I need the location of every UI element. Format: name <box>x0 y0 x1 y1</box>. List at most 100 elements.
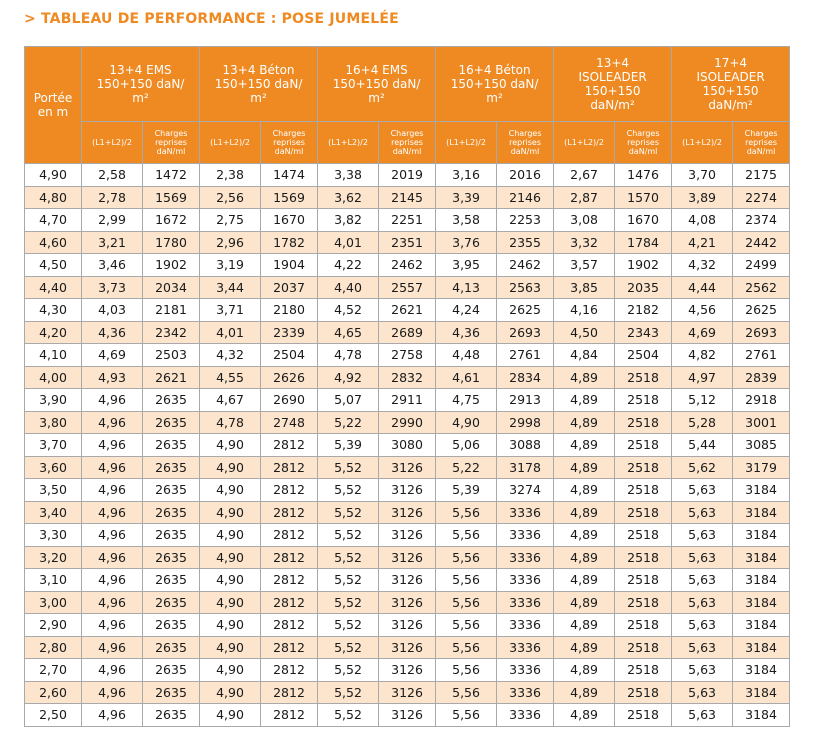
length-subheader: (L1+L2)/2 <box>553 121 616 164</box>
load-cell: 3184 <box>732 590 791 614</box>
group-header-line: 150+150 daN/ <box>96 77 185 91</box>
length-cell: 4,90 <box>199 658 262 682</box>
load-cell: 2998 <box>496 410 555 434</box>
length-cell: 3,39 <box>435 185 498 209</box>
length-cell: 4,89 <box>553 680 616 704</box>
load-cell: 2693 <box>496 320 555 344</box>
span-cell: 4,40 <box>24 275 82 299</box>
load-subheader-line: daN/ml <box>156 147 186 156</box>
group-header-line: daN/m² <box>708 98 753 112</box>
load-subheader-line: reprises <box>155 138 187 147</box>
load-cell: 2442 <box>732 230 791 254</box>
span-cell: 4,80 <box>24 185 82 209</box>
span-cell: 4,00 <box>24 365 82 389</box>
length-cell: 4,50 <box>553 320 616 344</box>
load-subheader-line: Charges <box>508 129 542 138</box>
load-cell: 1784 <box>614 230 673 254</box>
load-subheader-line: daN/ml <box>746 147 776 156</box>
load-cell: 2990 <box>378 410 437 434</box>
load-cell: 2635 <box>141 680 201 704</box>
load-cell: 3126 <box>378 478 437 502</box>
length-cell: 5,62 <box>671 455 734 479</box>
length-cell: 2,75 <box>199 208 262 232</box>
length-cell: 5,06 <box>435 433 498 457</box>
length-cell: 4,90 <box>199 680 262 704</box>
length-cell: 3,73 <box>81 275 143 299</box>
load-cell: 2557 <box>378 275 437 299</box>
length-cell: 4,96 <box>81 523 143 547</box>
load-cell: 2274 <box>732 185 791 209</box>
load-cell: 2812 <box>260 590 319 614</box>
load-cell: 2812 <box>260 478 319 502</box>
load-cell: 2812 <box>260 635 319 659</box>
length-subheader: (L1+L2)/2 <box>199 121 262 164</box>
length-cell: 3,95 <box>435 253 498 277</box>
length-cell: 5,52 <box>317 635 380 659</box>
load-cell: 2812 <box>260 500 319 524</box>
length-cell: 4,97 <box>671 365 734 389</box>
length-cell: 4,92 <box>317 365 380 389</box>
group-header-line: 16+4 EMS <box>345 63 408 77</box>
length-cell: 4,32 <box>671 253 734 277</box>
group-header: 17+4 ISOLEADER 150+150 daN/m² <box>671 46 791 122</box>
length-cell: 5,52 <box>317 455 380 479</box>
load-cell: 2518 <box>614 590 673 614</box>
length-cell: 4,40 <box>317 275 380 299</box>
load-cell: 2635 <box>141 410 201 434</box>
load-subheader-line: daN/ml <box>274 147 304 156</box>
span-header-line-1: Portée <box>33 91 73 105</box>
group-header-line: 13+4 Béton <box>222 63 295 77</box>
load-cell: 3184 <box>732 545 791 569</box>
table-row: 2,80 4,96 2635 4,90 2812 5,52 3126 5,56 3336 4,89… <box>24 635 791 659</box>
length-cell: 4,90 <box>199 703 262 727</box>
length-cell: 4,96 <box>81 410 143 434</box>
load-cell: 3126 <box>378 455 437 479</box>
length-cell: 4,32 <box>199 343 262 367</box>
length-cell: 4,03 <box>81 298 143 322</box>
span-column-header: Portée en m <box>24 46 82 164</box>
load-cell: 2462 <box>378 253 437 277</box>
table-row: 4,90 2,58 1472 2,38 1474 3,38 2019 3,16 2016 2,67… <box>24 163 791 187</box>
length-cell: 4,69 <box>81 343 143 367</box>
length-cell: 4,61 <box>435 365 498 389</box>
group-header-line: 13+4 EMS <box>109 63 172 77</box>
group-header-line: m² <box>132 91 149 105</box>
length-cell: 2,96 <box>199 230 262 254</box>
load-cell: 1670 <box>260 208 319 232</box>
load-cell: 3126 <box>378 523 437 547</box>
table-row: 3,80 4,96 2635 4,78 2748 5,22 2990 4,90 2998 4,89… <box>24 410 791 434</box>
load-cell: 2635 <box>141 703 201 727</box>
length-cell: 2,58 <box>81 163 143 187</box>
table-row: 4,30 4,03 2181 3,71 2180 4,52 2621 4,24 2625 4,16… <box>24 298 791 322</box>
performance-table: Portée en m 13+4 EMS 150+150 daN/ m² 13+… <box>24 46 791 727</box>
load-subheader-line: daN/ml <box>510 147 540 156</box>
load-cell: 2019 <box>378 163 437 187</box>
length-cell: 4,96 <box>81 388 143 412</box>
length-cell: 4,78 <box>317 343 380 367</box>
length-cell: 5,52 <box>317 545 380 569</box>
length-cell: 4,89 <box>553 613 616 637</box>
group-header: 13+4 Béton 150+150 daN/ m² <box>199 46 319 122</box>
load-subheader: Charges reprises daN/ml <box>378 121 437 164</box>
load-cell: 1782 <box>260 230 319 254</box>
load-cell: 1904 <box>260 253 319 277</box>
length-cell: 4,96 <box>81 680 143 704</box>
load-cell: 2518 <box>614 478 673 502</box>
load-cell: 2563 <box>496 275 555 299</box>
length-cell: 5,56 <box>435 545 498 569</box>
load-cell: 3336 <box>496 523 555 547</box>
load-cell: 3126 <box>378 703 437 727</box>
length-cell: 3,44 <box>199 275 262 299</box>
group-header-line: ISOLEADER <box>696 70 765 84</box>
length-cell: 5,52 <box>317 590 380 614</box>
length-cell: 5,39 <box>317 433 380 457</box>
table-row: 4,20 4,36 2342 4,01 2339 4,65 2689 4,36 2693 4,50… <box>24 320 791 344</box>
length-cell: 4,13 <box>435 275 498 299</box>
load-subheader-line: daN/ml <box>628 147 658 156</box>
length-cell: 5,56 <box>435 635 498 659</box>
span-header-line-2: en m <box>37 105 69 119</box>
length-cell: 5,39 <box>435 478 498 502</box>
load-cell: 3001 <box>732 410 791 434</box>
length-cell: 4,89 <box>553 635 616 659</box>
length-cell: 5,52 <box>317 658 380 682</box>
